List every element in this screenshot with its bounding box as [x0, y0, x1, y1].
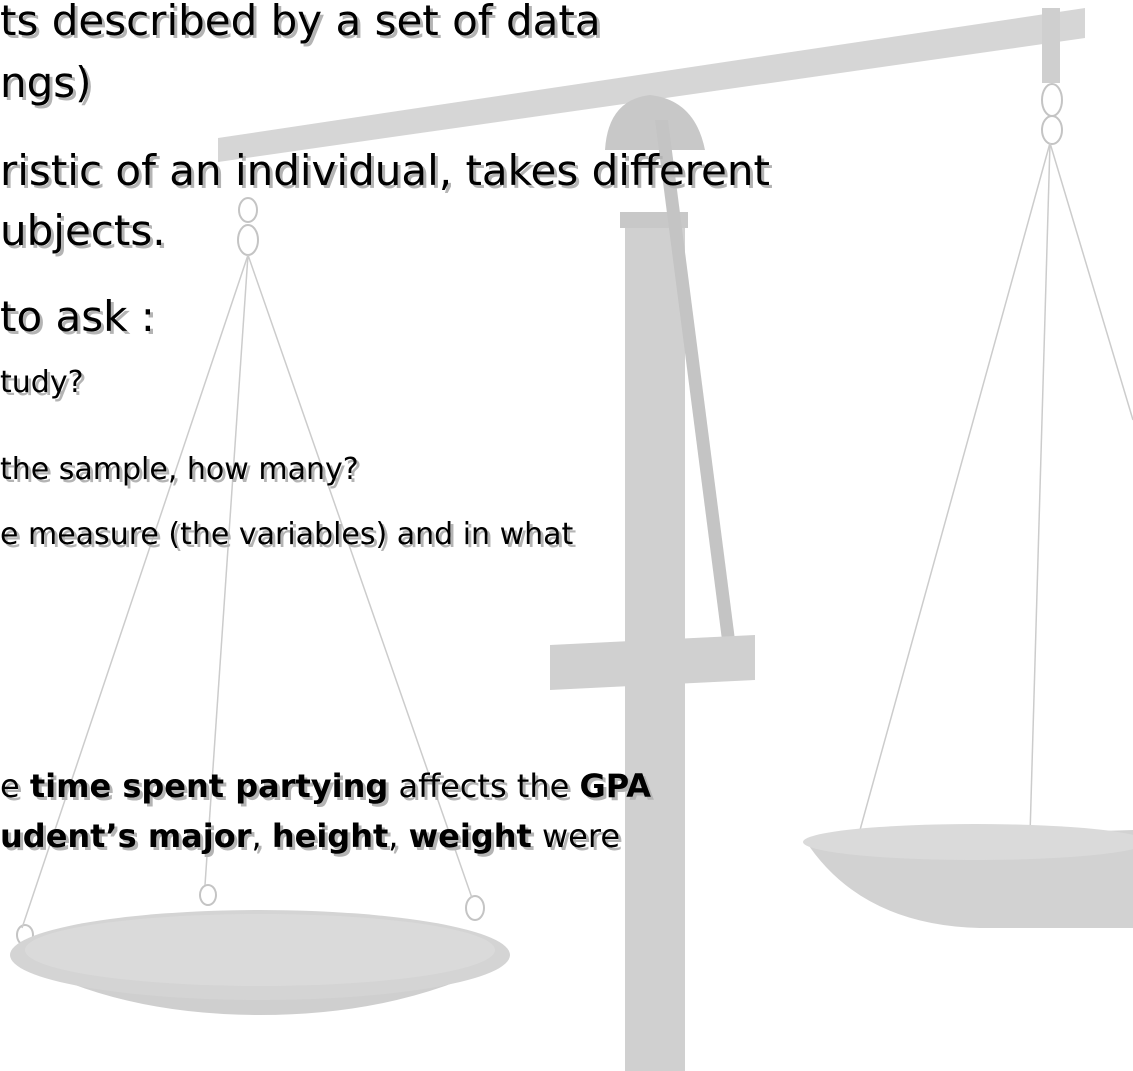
text: the sample, how many?	[0, 452, 359, 487]
ring	[1041, 83, 1063, 117]
text: were	[531, 817, 620, 855]
bold-text: GPA	[579, 767, 652, 805]
text: ristic of an individual, takes different	[0, 146, 770, 195]
bold-text: time spent partying	[29, 767, 389, 805]
text: to ask :	[0, 292, 155, 341]
text: tudy?	[0, 365, 84, 400]
bold-text: weight	[408, 817, 532, 855]
ring	[199, 884, 217, 906]
text: ts described by a set of data	[0, 0, 601, 45]
string	[859, 142, 1051, 831]
text-line: udent’s major, height, weight were	[0, 820, 620, 852]
text-line: ngs)	[0, 62, 92, 104]
ring	[238, 197, 258, 223]
base-bar	[550, 635, 755, 690]
ring	[1041, 115, 1063, 145]
text-line: ristic of an individual, takes different	[0, 150, 770, 192]
string	[1049, 142, 1133, 421]
right-hanger	[1042, 8, 1060, 83]
text-line: ubjects.	[0, 210, 166, 252]
text-line: the sample, how many?	[0, 455, 359, 485]
pointer	[655, 120, 735, 640]
text: e	[0, 767, 30, 805]
string	[204, 254, 249, 886]
bold-text: udent’s major	[0, 817, 252, 855]
beam	[218, 8, 1085, 162]
ring	[237, 224, 259, 256]
text: e measure (the variables) and in what	[0, 517, 574, 552]
text-line: e time spent partying affects the GPA	[0, 770, 651, 802]
ring	[465, 895, 485, 921]
string	[247, 254, 473, 899]
text: ,	[251, 817, 272, 855]
text-line: e measure (the variables) and in what	[0, 520, 573, 550]
text: ,	[388, 817, 409, 855]
pivot	[605, 95, 705, 150]
right-pan-rim	[803, 824, 1133, 860]
text-line: ts described by a set of data	[0, 0, 601, 42]
text-line: to ask :	[0, 296, 155, 338]
left-pan-rim	[25, 914, 495, 986]
string	[21, 254, 249, 929]
text: affects the	[388, 767, 580, 805]
bold-text: height	[271, 817, 389, 855]
string	[1029, 142, 1051, 836]
text: ubjects.	[0, 206, 166, 255]
text-line: tudy?	[0, 368, 84, 398]
text: ngs)	[0, 58, 92, 107]
